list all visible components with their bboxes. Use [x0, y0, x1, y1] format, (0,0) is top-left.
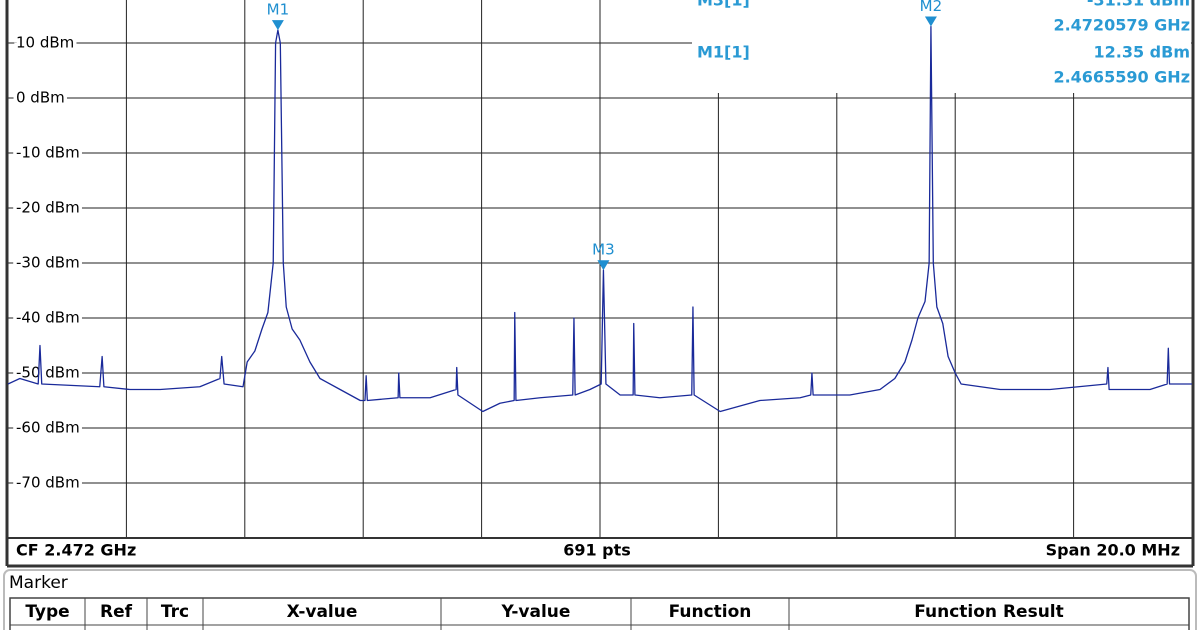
plot-area: 10 dBm 0 dBm -10 dBm -20 dBm -30 dBm -40 dBm -… [5, 0, 1195, 566]
column-header: Type [25, 602, 69, 622]
y-tick-label: -20 dBm [16, 199, 80, 217]
marker-triangle [924, 16, 937, 27]
y-tick-label: -40 dBm [16, 309, 80, 327]
readout-value: 12.35 dBm [1094, 43, 1191, 62]
column-header: Function Result [914, 602, 1064, 622]
column-header: Trc [161, 602, 189, 622]
marker-triangle [271, 20, 284, 31]
readout-value: 2.4665590 GHz [1053, 68, 1190, 87]
trace [7, 25, 1192, 413]
center-frequency: CF 2.472 GHz [16, 541, 136, 560]
marker-label: M3 [592, 241, 615, 259]
column-header: Ref [100, 602, 133, 622]
column-header: X-value [287, 602, 358, 622]
readout-label: M1[1] [697, 43, 750, 62]
marker-title: Marker [9, 573, 68, 593]
marker-label: M2 [920, 0, 943, 15]
readout-box [692, 0, 1191, 93]
marker-label: M1 [267, 1, 290, 19]
y-tick-label: 0 dBm [16, 89, 65, 107]
y-tick-label: -50 dBm [16, 364, 80, 382]
y-tick-label: -30 dBm [16, 254, 80, 272]
y-tick-label: 10 dBm [16, 34, 74, 52]
readout-value: -31.31 dBm [1087, 0, 1190, 10]
table-header: Type Ref Trc X-value Y-value Function Function… [25, 598, 1064, 630]
span: Span 20.0 MHz [1046, 541, 1180, 560]
readout-value: 2.4720579 GHz [1053, 16, 1190, 35]
y-tick-label: -60 dBm [16, 419, 80, 437]
points: 691 pts [563, 541, 631, 560]
readout-label: M3[1] [697, 0, 750, 10]
y-tick-label: -70 dBm [16, 474, 80, 492]
column-header: Y-value [501, 602, 571, 622]
y-tick-label: -10 dBm [16, 144, 80, 162]
column-header: Function [669, 602, 752, 622]
marker-triangle [597, 260, 610, 271]
